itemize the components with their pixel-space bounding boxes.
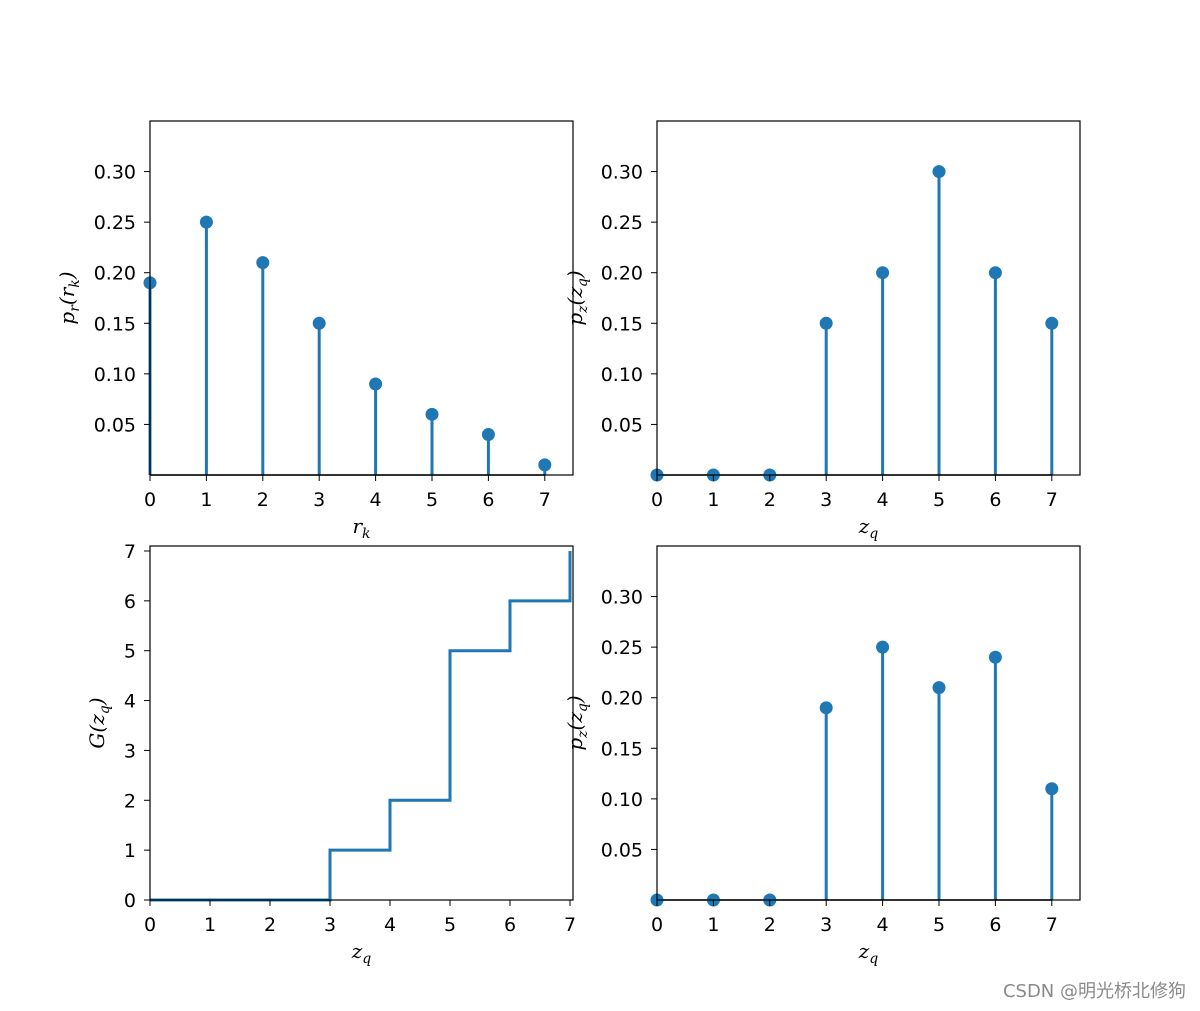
- stem-marker-3: [819, 701, 833, 715]
- subplot-1: 0 1 2 3 4 5 6 7 0.05 0.10 0.15 0.20 0.25 0.30 rk pr(rk): [55, 120, 574, 542]
- axes-frame: [656, 545, 1081, 901]
- y-tick-label: 6: [124, 591, 136, 613]
- axes-frame: [149, 120, 574, 476]
- y-tick-label: 0.25: [601, 637, 643, 659]
- y-tick-label: 4: [124, 691, 136, 713]
- x-axis-label: zq: [858, 939, 879, 967]
- y-tick-label: 0.05: [94, 414, 136, 436]
- y-tick-label: 0.10: [601, 789, 643, 811]
- x-tick-label: 0: [651, 914, 663, 936]
- axes-frame: [149, 545, 574, 901]
- x-tick-label: 4: [877, 914, 889, 936]
- stem-marker-5: [425, 407, 439, 421]
- axes-frame: [656, 120, 1081, 476]
- y-tick-label: 0.05: [601, 414, 643, 436]
- x-tick-label: 3: [820, 489, 832, 511]
- y-tick-label: 0: [124, 890, 136, 912]
- stem-marker-3: [312, 316, 326, 330]
- stem-marker-6: [988, 650, 1002, 664]
- x-tick-label: 1: [204, 914, 216, 936]
- y-tick-label: 7: [124, 541, 136, 563]
- x-tick-label: 7: [539, 489, 551, 511]
- x-tick-label: 4: [877, 489, 889, 511]
- x-tick-label: 7: [1046, 914, 1058, 936]
- stem-marker-6: [481, 428, 495, 442]
- y-tick-label: 0.30: [601, 587, 643, 609]
- x-tick-label: 4: [370, 489, 382, 511]
- y-tick-label: 0.20: [94, 263, 136, 285]
- y-tick-label: 0.30: [94, 162, 136, 184]
- watermark: CSDN @明光桥北修狗: [1002, 981, 1186, 1002]
- y-axis-label: pr(rk): [55, 271, 83, 324]
- x-tick-label: 4: [384, 914, 396, 936]
- x-tick-label: 5: [444, 914, 456, 936]
- x-tick-label: 0: [144, 489, 156, 511]
- x-tick-label: 2: [764, 914, 776, 936]
- x-tick-label: 3: [324, 914, 336, 936]
- step-line: [150, 550, 572, 902]
- y-tick-label: 1: [124, 840, 136, 862]
- subplot-2: 0 1 2 3 4 5 6 7 0.05 0.10 0.15 0.20 0.25 0.30 zq pz(zq): [563, 120, 1081, 542]
- y-tick-label: 0.15: [601, 313, 643, 335]
- x-tick-label: 1: [707, 489, 719, 511]
- x-tick-label: 2: [764, 489, 776, 511]
- x-tick-label: 2: [264, 914, 276, 936]
- y-tick-label: 0.15: [94, 313, 136, 335]
- x-axis-label: zq: [858, 514, 879, 542]
- stem-marker-7: [1045, 316, 1059, 330]
- stem-marker-6: [988, 266, 1002, 280]
- x-tick-label: 6: [504, 914, 516, 936]
- x-tick-label: 3: [820, 914, 832, 936]
- x-tick-label: 7: [1046, 489, 1058, 511]
- y-tick-label: 5: [124, 641, 136, 663]
- stem-marker-1: [199, 215, 213, 229]
- stem-marker-5: [932, 165, 946, 179]
- y-tick-label: 2: [124, 790, 136, 812]
- x-tick-label: 0: [144, 914, 156, 936]
- stem-marker-7: [1045, 782, 1059, 796]
- y-tick-label: 0.10: [601, 364, 643, 386]
- y-tick-label: 0.15: [601, 738, 643, 760]
- stem-marker-4: [876, 640, 890, 654]
- y-tick-label: 0.30: [601, 162, 643, 184]
- stem-marker-7: [538, 458, 552, 472]
- y-axis-label: pz(zq): [563, 270, 591, 325]
- x-tick-label: 5: [933, 489, 945, 511]
- y-tick-label: 0.25: [94, 212, 136, 234]
- stem-marker-5: [932, 681, 946, 695]
- x-tick-label: 7: [564, 914, 576, 936]
- y-tick-label: 0.20: [601, 688, 643, 710]
- subplot-3: 0 1 2 3 4 5 6 7 0 1 2 3 4 5 6 7 zq G(zq): [85, 541, 576, 967]
- x-tick-label: 5: [426, 489, 438, 511]
- y-tick-label: 0.25: [601, 212, 643, 234]
- x-tick-label: 0: [651, 489, 663, 511]
- x-tick-label: 5: [933, 914, 945, 936]
- y-axis-label: G(zq): [85, 697, 113, 748]
- y-tick-label: 3: [124, 740, 136, 762]
- stem-marker-3: [819, 316, 833, 330]
- x-tick-label: 6: [989, 914, 1001, 936]
- y-axis-label: pz(zq): [563, 695, 591, 750]
- x-tick-label: 2: [257, 489, 269, 511]
- stem-marker-4: [369, 377, 383, 391]
- y-tick-label: 0.05: [601, 839, 643, 861]
- y-tick-label: 0.10: [94, 364, 136, 386]
- x-tick-label: 3: [313, 489, 325, 511]
- x-tick-label: 1: [707, 914, 719, 936]
- x-axis-label: zq: [351, 939, 372, 967]
- stem-marker-4: [876, 266, 890, 280]
- subplot-4: 0 1 2 3 4 5 6 7 0.05 0.10 0.15 0.20 0.25 0.30 zq pz(zq): [563, 545, 1081, 967]
- stem-marker-2: [256, 256, 270, 270]
- y-tick-label: 0.20: [601, 263, 643, 285]
- x-tick-label: 6: [482, 489, 494, 511]
- x-tick-label: 1: [200, 489, 212, 511]
- x-axis-label: rk: [352, 514, 370, 542]
- x-tick-label: 6: [989, 489, 1001, 511]
